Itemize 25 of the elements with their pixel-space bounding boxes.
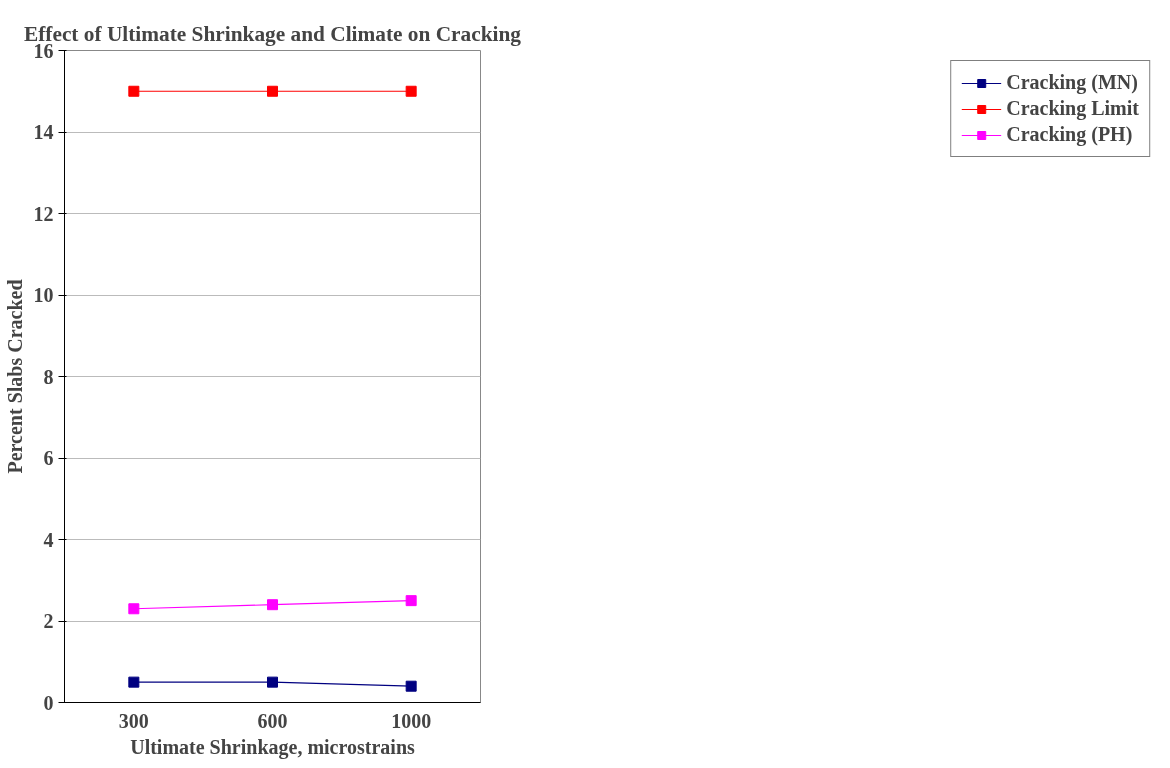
point xyxy=(128,676,140,688)
x-tick-label: 600 xyxy=(257,709,288,732)
y-tick-label: 12 xyxy=(33,202,54,225)
point xyxy=(128,603,140,615)
point xyxy=(267,599,278,611)
point xyxy=(405,85,417,97)
x-tick-label: 300 xyxy=(118,709,149,732)
y-tick-label: 6 xyxy=(43,447,54,469)
legend-label: Cracking Limit xyxy=(1006,97,1139,120)
y-tick-label: 4 xyxy=(43,528,54,551)
point xyxy=(405,680,417,692)
y-tick-label: 14 xyxy=(33,121,54,143)
y-tick-label: 0 xyxy=(43,691,54,714)
legend-label: Cracking (PH) xyxy=(1006,123,1133,146)
legend-label: Cracking (MN) xyxy=(1006,71,1138,94)
y-tick-label: 8 xyxy=(43,365,54,388)
y-tick-label: 10 xyxy=(33,284,54,306)
y-tick-label: 2 xyxy=(43,610,54,632)
x-tick-label: 1000 xyxy=(391,709,432,732)
point xyxy=(267,676,278,688)
x-axis-title: Ultimate Shrinkage, microstrains xyxy=(130,735,416,759)
point xyxy=(405,595,417,607)
point xyxy=(267,85,278,97)
point xyxy=(128,85,140,97)
y-axis-title: Percent Slabs Cracked xyxy=(3,279,26,474)
